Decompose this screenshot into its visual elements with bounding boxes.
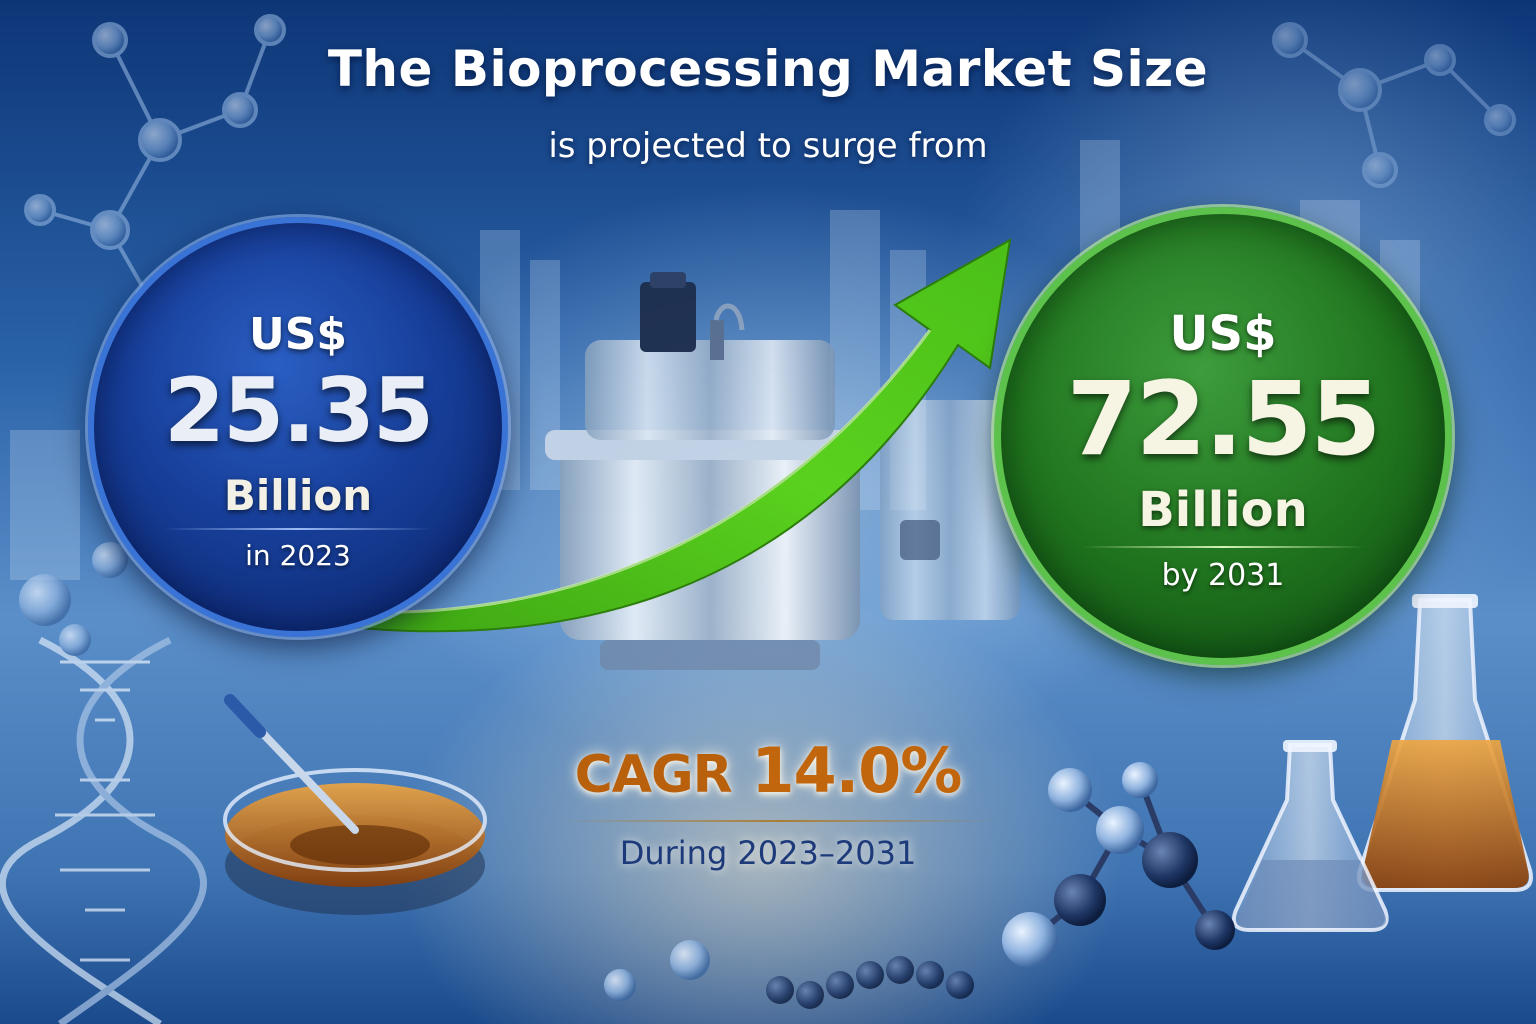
page-subtitle: is projected to surge from	[548, 126, 988, 166]
start-period: in 2023	[245, 539, 351, 572]
cagr-period: During 2023–2031	[619, 834, 917, 872]
start-value: 25.35	[163, 359, 434, 462]
end-period: by 2031	[1161, 558, 1285, 593]
start-unit: Billion	[223, 471, 373, 520]
molecule-icon	[1002, 762, 1235, 968]
end-value: 72.55	[1066, 360, 1382, 479]
dna-helix-icon	[0, 542, 207, 1024]
cagr-divider	[560, 820, 1000, 822]
start-currency: US$	[248, 309, 348, 360]
flask-icon	[1357, 594, 1533, 892]
cagr-value: 14.0%	[751, 734, 962, 807]
page-title: The Bioprocessing Market Size	[327, 40, 1209, 98]
end-divider	[1081, 546, 1365, 548]
petri-dish-icon	[223, 694, 487, 915]
molecule-icon	[24, 14, 286, 316]
cagr-label: CAGR	[574, 745, 733, 805]
flask-icon	[1231, 740, 1389, 932]
start-divider	[164, 528, 432, 530]
end-value-badge: US$ 72.55 Billion by 2031	[994, 207, 1452, 665]
molecule-icon	[1272, 22, 1516, 188]
cagr-headline: CAGR 14.0%	[0, 734, 1536, 807]
start-value-badge: US$ 25.35 Billion in 2023	[88, 217, 508, 637]
end-unit: Billion	[1138, 482, 1308, 538]
end-currency: US$	[1169, 306, 1277, 362]
molecule-icon	[604, 940, 974, 1009]
